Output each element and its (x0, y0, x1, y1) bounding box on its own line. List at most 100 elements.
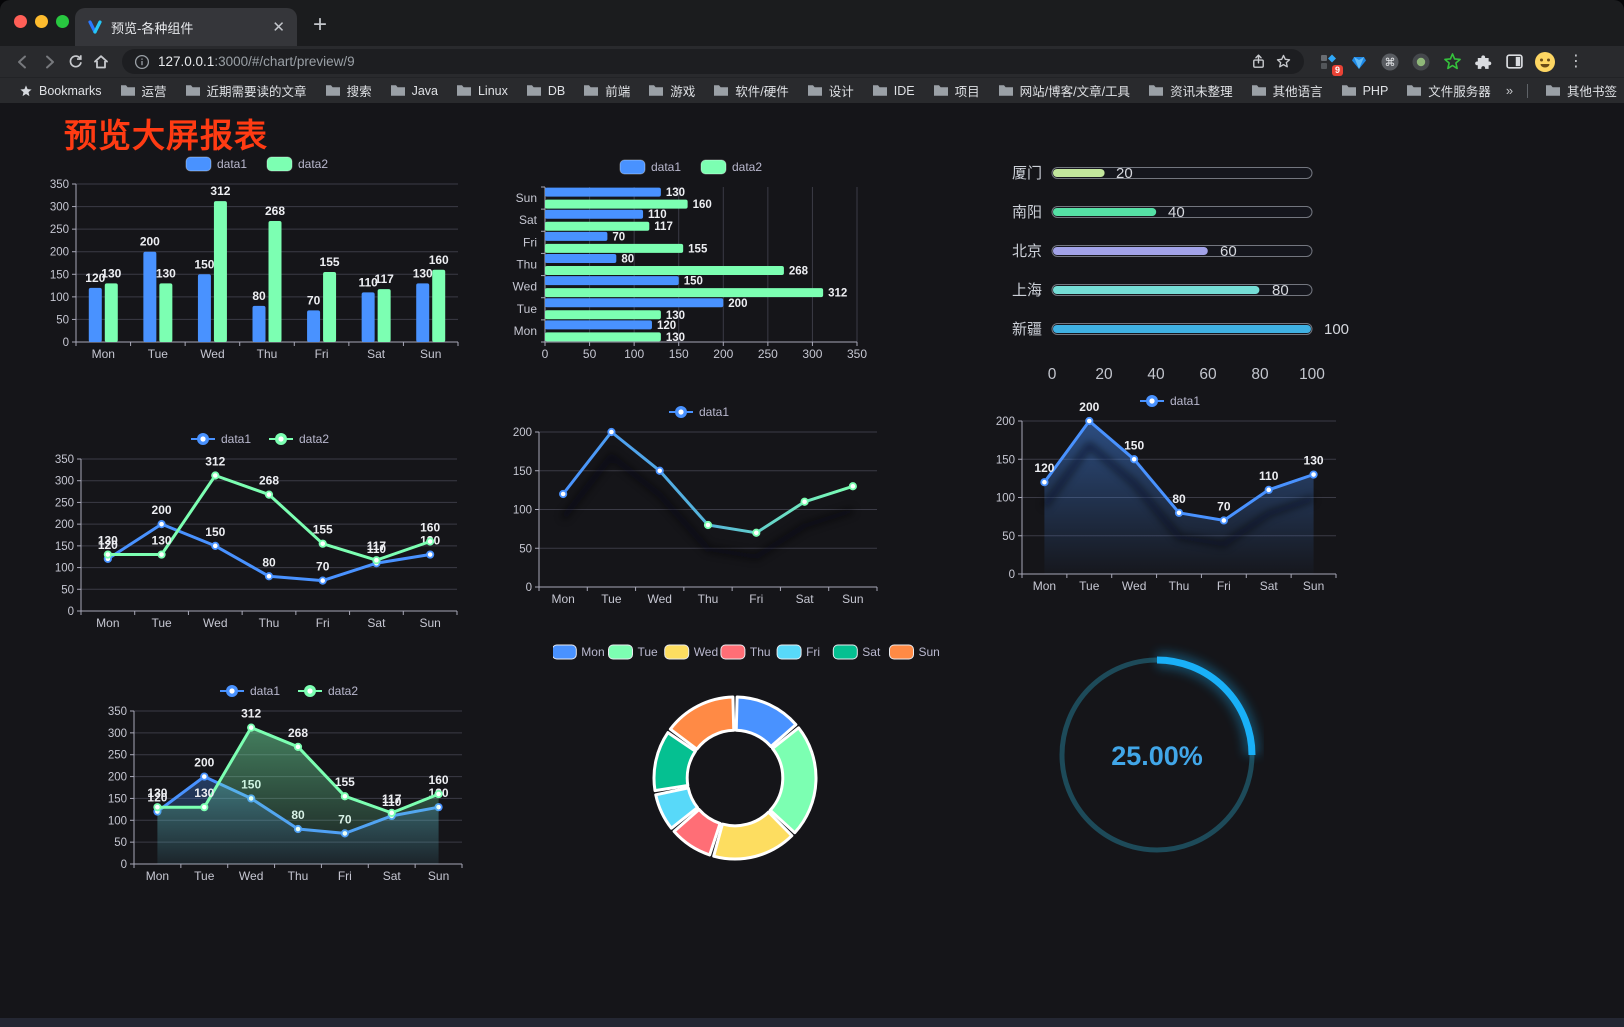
page-title: 预览大屏报表 (64, 117, 268, 154)
gauge-chart: 25.00% (1050, 643, 1264, 861)
folder-icon (390, 85, 405, 96)
svg-text:150: 150 (108, 793, 127, 805)
back-button[interactable] (10, 49, 36, 75)
svg-text:Thu: Thu (516, 258, 537, 272)
svg-text:data2: data2 (298, 157, 328, 171)
bookmark-folder[interactable]: 近期需要读的文章 (176, 81, 316, 100)
svg-text:250: 250 (50, 224, 69, 236)
record-extension-icon[interactable] (1409, 50, 1433, 74)
bookmarks-overflow-chevron[interactable]: » (1505, 83, 1514, 98)
svg-text:Sun: Sun (419, 616, 440, 630)
bookmarks-label: Bookmarks (39, 83, 102, 98)
profile-avatar[interactable] (1533, 50, 1557, 74)
svg-text:110: 110 (358, 275, 378, 289)
bookmark-folder[interactable]: 设计 (798, 81, 863, 100)
donut-pie-canvas[interactable]: Mon Tue Wed Thu Fri Sat Sun (553, 638, 945, 888)
gem-extension-icon[interactable] (1347, 50, 1371, 74)
forward-button[interactable] (36, 49, 62, 75)
svg-text:130: 130 (194, 786, 214, 800)
maximize-window-button[interactable] (56, 15, 69, 28)
bookmark-folder[interactable]: 软件/硬件 (704, 81, 797, 100)
minimize-window-button[interactable] (35, 15, 48, 28)
bookmarks-star-icon (20, 84, 32, 96)
reload-button[interactable] (62, 49, 88, 75)
svg-text:南阳: 南阳 (1012, 204, 1042, 221)
bookmark-folder[interactable]: IDE (863, 84, 924, 98)
bookmark-folder[interactable]: 前端 (574, 81, 639, 100)
green-star-extension-icon[interactable] (1440, 50, 1464, 74)
browser-menu-button[interactable]: ⋮ (1568, 52, 1584, 70)
bookmark-star-icon[interactable] (1275, 53, 1292, 70)
svg-text:150: 150 (684, 276, 703, 288)
bookmark-folder[interactable]: PHP (1332, 84, 1398, 98)
bookmark-folder[interactable]: DB (517, 84, 574, 98)
share-icon[interactable] (1250, 53, 1267, 70)
folder-icon (185, 85, 200, 96)
gradient-line-canvas[interactable]: 0 50 100 150 200 Mon Tue Wed Thu Fri Sat Sun data1 (503, 396, 887, 611)
svg-text:Thu: Thu (259, 616, 280, 630)
page-bottom-strip (0, 1018, 1624, 1027)
svg-text:0: 0 (542, 347, 549, 361)
bookmark-folder[interactable]: 游戏 (639, 81, 704, 100)
bookmark-folder[interactable]: 运营 (111, 81, 176, 100)
svg-text:⌘: ⌘ (1385, 57, 1396, 69)
svg-text:50: 50 (519, 543, 532, 555)
grouped-bar-chart-canvas[interactable]: 0 50 100 150 200 250 300 350 Mon Tue Wed Thu Fri Sat S… (40, 148, 468, 366)
svg-text:80: 80 (1172, 492, 1186, 506)
folder-icon (807, 85, 822, 96)
two-series-line-chart: 0 50 100 150 200 250 300 350 Mon Tue Wed Thu Fri Sat S… (45, 423, 467, 635)
svg-text:0: 0 (63, 337, 69, 349)
tab-close-icon[interactable]: ✕ (272, 18, 285, 36)
other-bookmarks-folder[interactable]: 其他书签 (1536, 81, 1624, 100)
gauge-canvas[interactable]: 25.00% (1050, 643, 1264, 861)
folder-icon (1546, 85, 1561, 96)
side-panel-icon[interactable] (1502, 50, 1526, 74)
command-extension-icon[interactable]: ⌘ (1378, 50, 1402, 74)
progress-bars-canvas[interactable]: 厦门 20 南阳 40 北京 60 上海 80 新疆 100 0 20 40 60 80 100 (998, 155, 1350, 385)
svg-text:data2: data2 (328, 684, 358, 698)
new-tab-button[interactable]: + (313, 11, 328, 38)
url-bar[interactable]: 127.0.0.1:3000/#/chart/preview/9 (122, 49, 1304, 74)
bookmark-folder[interactable]: Linux (447, 84, 517, 98)
double-area-canvas[interactable]: 0 50 100 150 200 250 300 350 Mon Tue Wed Thu Fri Sat S… (98, 675, 472, 888)
extension-grid-icon[interactable]: 9 (1316, 50, 1343, 76)
svg-text:250: 250 (758, 347, 778, 361)
svg-text:268: 268 (288, 726, 308, 740)
bookmarks-root[interactable]: Bookmarks (10, 84, 111, 98)
svg-text:0: 0 (526, 582, 532, 594)
svg-text:Wed: Wed (647, 592, 671, 606)
bookmark-folder[interactable]: 其他语言 (1242, 81, 1332, 100)
site-info-icon[interactable] (134, 54, 150, 70)
svg-text:300: 300 (802, 347, 822, 361)
reload-icon (69, 55, 82, 68)
svg-text:160: 160 (420, 521, 440, 535)
bookmark-folder[interactable]: 项目 (924, 81, 989, 100)
bookmark-folder[interactable]: 搜索 (316, 81, 381, 100)
svg-text:Mon: Mon (514, 324, 537, 338)
svg-text:120: 120 (147, 791, 167, 805)
extensions-puzzle-icon[interactable] (1471, 50, 1495, 74)
browser-tab[interactable]: 预览-各种组件 ✕ (75, 8, 297, 46)
svg-text:120: 120 (1034, 461, 1054, 475)
bookmark-folder[interactable]: 文件服务器 (1397, 81, 1500, 100)
single-area-canvas[interactable]: 0 50 100 150 200 Mon Tue Wed Thu Fri Sat Sun 120 200 1… (986, 385, 1346, 598)
bookmark-folder[interactable]: 资讯未整理 (1139, 81, 1242, 100)
close-window-button[interactable] (14, 15, 27, 28)
bookmark-folder[interactable]: 网站/博客/文章/工具 (989, 81, 1139, 100)
svg-text:0: 0 (1048, 366, 1057, 383)
two-series-line-canvas[interactable]: 0 50 100 150 200 250 300 350 Mon Tue Wed Thu Fri Sat S… (45, 423, 467, 635)
svg-text:130: 130 (413, 266, 433, 280)
svg-text:Sat: Sat (383, 869, 402, 883)
svg-text:80: 80 (262, 555, 276, 569)
folder-icon (325, 85, 340, 96)
svg-text:155: 155 (688, 243, 708, 255)
bookmark-folder[interactable]: Java (381, 84, 447, 98)
other-bookmarks-label: 其他书签 (1567, 85, 1618, 99)
svg-text:70: 70 (307, 293, 321, 307)
home-button[interactable] (88, 49, 114, 75)
svg-text:Tue: Tue (638, 645, 659, 659)
svg-text:Wed: Wed (239, 869, 263, 883)
svg-text:200: 200 (728, 298, 747, 310)
